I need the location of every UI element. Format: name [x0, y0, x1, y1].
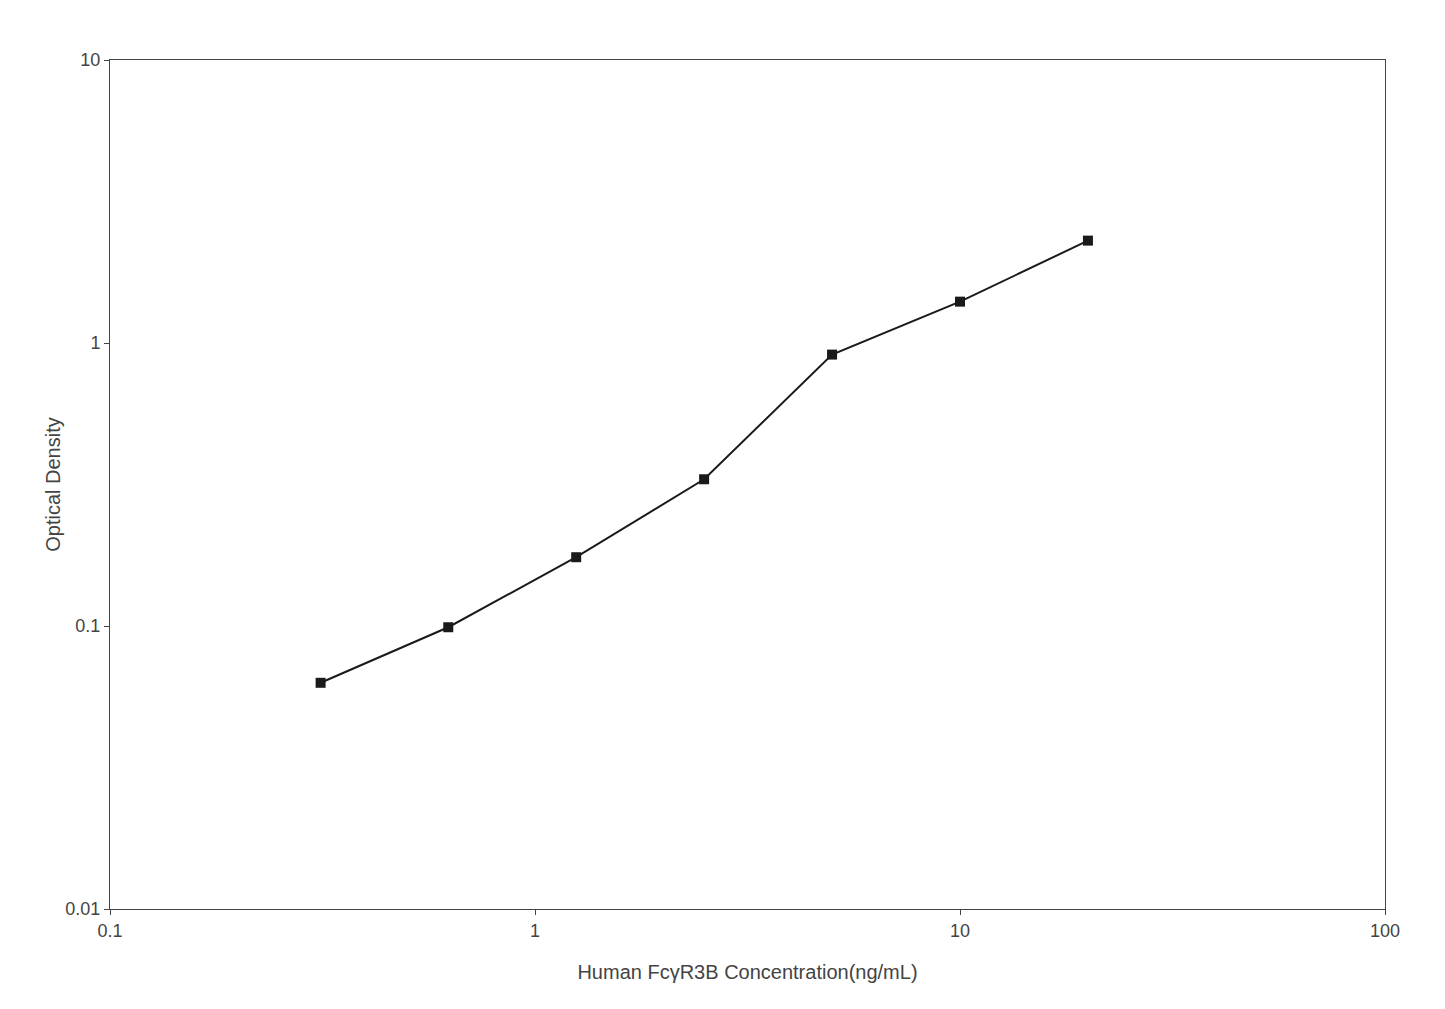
svg-text:100: 100 — [1370, 921, 1400, 941]
svg-text:Optical Density: Optical Density — [42, 417, 64, 552]
svg-text:1: 1 — [90, 333, 100, 353]
svg-text:0.01: 0.01 — [65, 899, 100, 919]
svg-text:0.1: 0.1 — [97, 921, 122, 941]
svg-text:10: 10 — [950, 921, 970, 941]
svg-text:0.1: 0.1 — [75, 616, 100, 636]
svg-text:10: 10 — [80, 50, 100, 70]
svg-text:Human FcγR3B Concentration(ng/: Human FcγR3B Concentration(ng/mL) — [577, 961, 917, 983]
svg-text:1: 1 — [530, 921, 540, 941]
